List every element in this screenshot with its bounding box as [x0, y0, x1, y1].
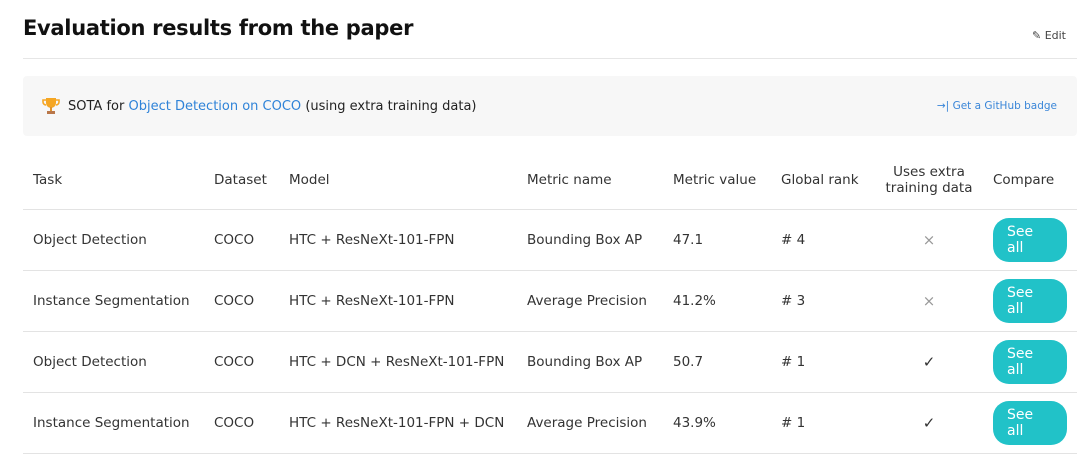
- arrow-right-icon: →|: [936, 100, 950, 112]
- see-all-button[interactable]: See all: [993, 401, 1067, 445]
- task: Instance Segmentation: [23, 392, 204, 454]
- cross-icon: ×: [922, 231, 936, 249]
- dataset: COCO: [204, 331, 279, 393]
- metric-name: Average Precision: [517, 392, 663, 454]
- task: Object Detection: [23, 331, 204, 393]
- metric-name: Bounding Box AP: [517, 209, 663, 271]
- sota-banner: SOTA for Object Detection on COCO (using…: [23, 76, 1077, 136]
- cross-icon: ×: [922, 292, 936, 310]
- table-row: Object Detection COCO HTC + ResNeXt-101-…: [23, 209, 1077, 271]
- page-title: Evaluation results from the paper: [23, 16, 414, 40]
- task: Instance Segmentation: [23, 270, 204, 332]
- table-row: Instance Segmentation COCO HTC + ResNeXt…: [23, 392, 1077, 454]
- col-metric-name: Metric name: [517, 150, 663, 210]
- global-rank: # 1: [771, 392, 875, 454]
- metric-value: 43.9%: [663, 392, 771, 454]
- model: HTC + DCN + ResNeXt-101-FPN: [279, 331, 517, 393]
- global-rank: # 4: [771, 209, 875, 271]
- metric-value: 47.1: [663, 209, 771, 271]
- dataset: COCO: [204, 392, 279, 454]
- table-header: Task Dataset Model Metric name Metric va…: [23, 150, 1077, 210]
- col-compare: Compare: [983, 150, 1077, 210]
- github-badge-link[interactable]: →| Get a GitHub badge: [936, 100, 1057, 112]
- global-rank: # 1: [771, 331, 875, 393]
- col-extra-data: Uses extra training data: [875, 150, 983, 210]
- check-icon: ✓: [922, 353, 936, 371]
- task: Object Detection: [23, 209, 204, 271]
- results-table: Task Dataset Model Metric name Metric va…: [23, 150, 1077, 454]
- metric-name: Average Precision: [517, 270, 663, 332]
- see-all-button[interactable]: See all: [993, 279, 1067, 323]
- divider: [23, 58, 1077, 59]
- edit-button[interactable]: ✎ Edit: [1031, 29, 1066, 42]
- model: HTC + ResNeXt-101-FPN: [279, 209, 517, 271]
- trophy-icon: [42, 98, 60, 114]
- dataset: COCO: [204, 209, 279, 271]
- model: HTC + ResNeXt-101-FPN + DCN: [279, 392, 517, 454]
- col-dataset: Dataset: [204, 150, 279, 210]
- dataset: COCO: [204, 270, 279, 332]
- col-task: Task: [23, 150, 204, 210]
- metric-value: 50.7: [663, 331, 771, 393]
- col-metric-value: Metric value: [663, 150, 771, 210]
- table-row: Object Detection COCO HTC + DCN + ResNeX…: [23, 331, 1077, 393]
- metric-value: 41.2%: [663, 270, 771, 332]
- model: HTC + ResNeXt-101-FPN: [279, 270, 517, 332]
- col-global-rank: Global rank: [771, 150, 875, 210]
- see-all-button[interactable]: See all: [993, 340, 1067, 384]
- global-rank: # 3: [771, 270, 875, 332]
- see-all-button[interactable]: See all: [993, 218, 1067, 262]
- pencil-icon: ✎: [1031, 29, 1042, 42]
- check-icon: ✓: [922, 414, 936, 432]
- col-model: Model: [279, 150, 517, 210]
- sota-link[interactable]: Object Detection on COCO: [128, 98, 302, 114]
- metric-name: Bounding Box AP: [517, 331, 663, 393]
- table-row: Instance Segmentation COCO HTC + ResNeXt…: [23, 270, 1077, 332]
